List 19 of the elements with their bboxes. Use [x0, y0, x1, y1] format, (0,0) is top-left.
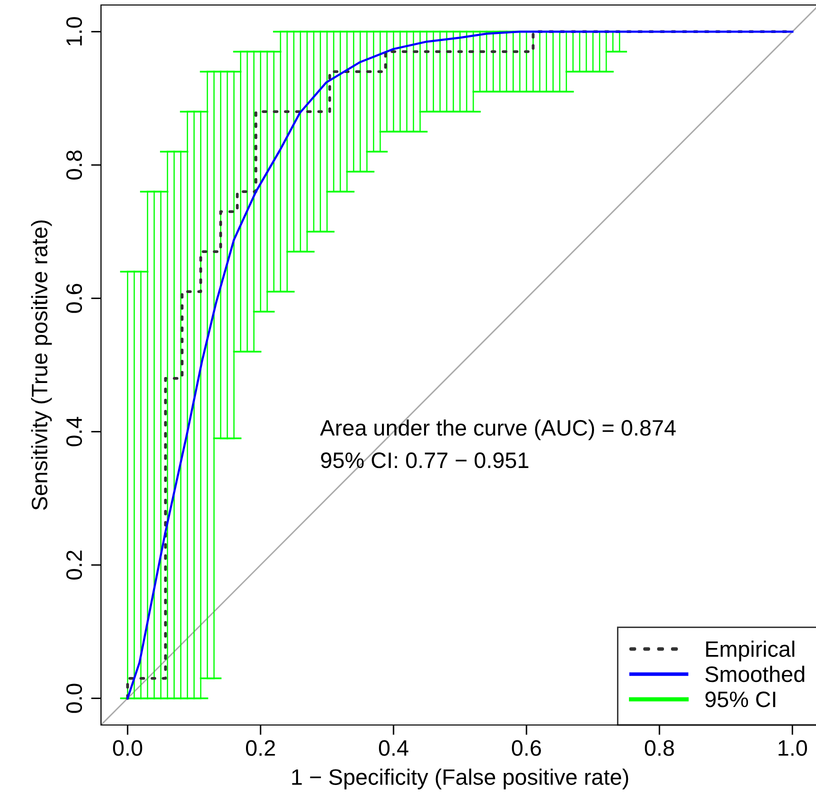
- legend-label: Smoothed: [705, 666, 804, 682]
- x-tick-label: 0.4: [378, 740, 408, 756]
- x-tick-label: 0.8: [644, 740, 674, 756]
- annotation: Area under the curve (AUC) = 0.874: [320, 419, 676, 440]
- x-tick-label: 0.0: [113, 740, 142, 756]
- y-tick-label: 0.2: [66, 550, 82, 580]
- legend-label: 95% CI: [705, 692, 776, 708]
- x-axis-title: 1 − Specificity (False positive rate): [292, 768, 628, 790]
- x-tick-label: 1.0: [778, 740, 807, 756]
- y-tick-label: 0.8: [66, 150, 82, 180]
- y-tick-label: 1.0: [66, 17, 82, 46]
- y-tick-label: 0.6: [66, 284, 82, 313]
- x-tick-label: 0.2: [246, 740, 275, 756]
- annotation: 95% CI: 0.77 − 0.951: [321, 452, 528, 468]
- y-tick-label: 0.4: [66, 416, 82, 446]
- legend-label: Empirical: [706, 640, 794, 662]
- y-tick-label: 0.0: [66, 684, 82, 713]
- x-tick-label: 0.6: [512, 740, 541, 756]
- y-axis-title: Sensitivity (True positive rate): [31, 220, 52, 510]
